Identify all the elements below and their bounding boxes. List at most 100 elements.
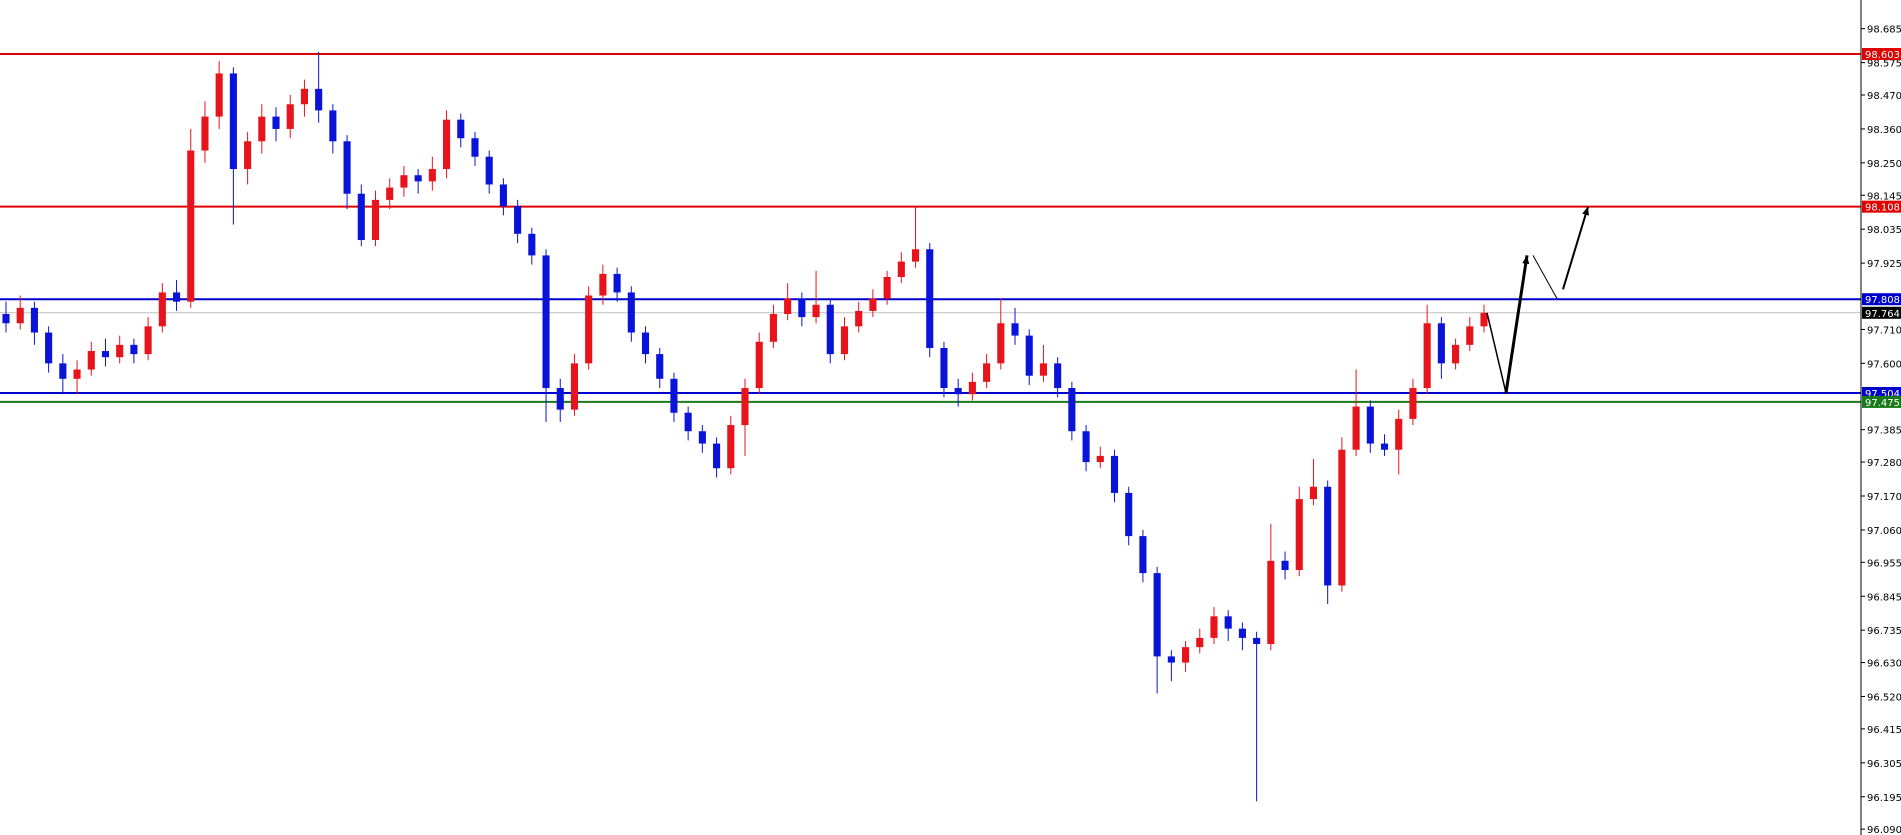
candle-body	[1253, 637, 1261, 645]
candle-body	[130, 344, 138, 355]
projection-pullback-line	[1532, 255, 1558, 299]
candle-body	[769, 314, 777, 342]
candles	[2, 51, 1488, 802]
price-label: 97.764	[1865, 309, 1900, 320]
axis-tick-label: 98.145	[1867, 191, 1901, 202]
axis-tick-label: 96.090	[1867, 825, 1901, 835]
price-label-box	[1862, 395, 1901, 408]
candle-body	[954, 388, 962, 395]
candle-body	[897, 261, 905, 277]
candle-body	[1153, 573, 1161, 657]
arrowhead-icon	[1582, 206, 1589, 216]
candle-body	[855, 310, 863, 327]
candle-body	[911, 249, 920, 262]
axis-tick-label: 98.250	[1867, 159, 1901, 170]
axis-tick-label: 97.385	[1867, 426, 1901, 437]
projection-arrows	[1486, 206, 1589, 394]
candle-body	[158, 292, 166, 327]
candle-body	[1409, 388, 1417, 419]
candle-body	[869, 298, 877, 311]
candle-body	[1380, 443, 1389, 450]
candle-body	[1309, 486, 1318, 500]
candle-body	[1466, 326, 1474, 345]
candle-body	[698, 431, 706, 444]
price-label: 97.808	[1865, 295, 1900, 306]
price-axis[interactable]: 98.685 98.575 98.470 98.360 98.250 98.145 98.0…	[1860, 0, 1901, 835]
candle-body	[826, 304, 834, 355]
axis-tick-label: 98.360	[1867, 125, 1901, 136]
candle-body	[101, 351, 110, 358]
candle-body	[1210, 616, 1218, 638]
projection-down-line	[1486, 312, 1507, 394]
candle-body	[1139, 536, 1147, 574]
candle-body	[2, 314, 10, 324]
candle-body	[684, 412, 692, 432]
candle-body	[400, 175, 408, 188]
axis-tick-label: 97.170	[1867, 492, 1901, 503]
candle-body	[73, 369, 81, 379]
price-label-box	[1862, 200, 1901, 213]
candle-body	[741, 388, 749, 426]
candle-body	[1039, 363, 1047, 376]
price-label: 97.504	[1865, 389, 1900, 400]
candle-body	[599, 273, 607, 296]
candle-body	[585, 295, 593, 364]
candle-body	[1025, 335, 1033, 376]
price-label: 97.475	[1865, 398, 1900, 409]
candle-body	[144, 326, 152, 355]
candle-body	[357, 193, 365, 240]
candle-body	[1110, 455, 1119, 493]
candle-body	[258, 116, 266, 142]
axis-tick-label: 96.955	[1867, 558, 1901, 569]
candle-body	[343, 141, 351, 194]
candle-body	[414, 175, 422, 182]
candle-body	[755, 341, 763, 389]
axis-tick-label: 96.520	[1867, 693, 1901, 704]
candle-body	[87, 351, 95, 370]
candle-body	[1437, 323, 1445, 364]
candle-body	[30, 307, 38, 333]
candle-body	[371, 199, 380, 240]
candle-body	[315, 88, 323, 111]
projection-up-arrow	[1504, 255, 1529, 394]
candle-body	[1082, 431, 1090, 463]
price-label: 98.603	[1865, 50, 1900, 61]
candle-body	[172, 292, 181, 302]
axis-tick-label: 98.035	[1867, 225, 1901, 236]
candle-body	[940, 347, 948, 389]
candle-body	[443, 119, 451, 170]
candle-body	[812, 304, 820, 318]
candle-body	[1125, 492, 1133, 537]
candle-body	[471, 138, 479, 157]
candle-body	[556, 388, 564, 410]
candle-body	[1324, 486, 1332, 586]
candle-body	[45, 332, 53, 364]
candle-body	[329, 110, 337, 142]
candle-body	[1352, 406, 1360, 450]
candle-body	[570, 363, 579, 410]
candle-body	[641, 332, 650, 355]
candle-body	[997, 323, 1005, 364]
candle-body	[968, 381, 976, 395]
candle-body	[300, 88, 308, 105]
candle-body	[1295, 499, 1303, 571]
candle-body	[926, 249, 934, 348]
candle-body	[514, 206, 522, 234]
candle-body	[1196, 637, 1204, 648]
candle-body	[1182, 647, 1190, 663]
candle-body	[727, 425, 735, 469]
candle-body	[784, 298, 792, 315]
candle-body	[187, 150, 195, 302]
axis-tick-label: 97.925	[1867, 259, 1901, 270]
candle-body	[883, 276, 891, 299]
axis-tick-label: 98.470	[1867, 91, 1901, 102]
price-label-box	[1862, 293, 1901, 306]
candle-body	[1011, 323, 1019, 336]
candle-body	[457, 119, 465, 139]
axis-tick-label: 97.280	[1867, 458, 1901, 469]
axis-tick-label: 96.195	[1867, 793, 1901, 804]
axis-tick-label: 96.630	[1867, 659, 1901, 670]
candle-body	[656, 354, 664, 379]
